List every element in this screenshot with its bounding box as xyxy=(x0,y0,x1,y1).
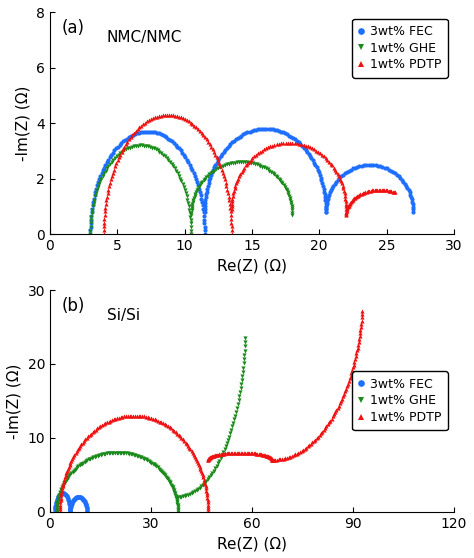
3wt% FEC xyxy=(410,209,416,215)
3wt% FEC xyxy=(57,491,63,498)
1wt% GHE xyxy=(290,211,295,218)
1wt% GHE xyxy=(128,451,134,458)
3wt% FEC xyxy=(262,126,267,132)
3wt% FEC xyxy=(84,508,90,515)
1wt% GHE xyxy=(137,142,143,149)
X-axis label: Re(Z) (Ω): Re(Z) (Ω) xyxy=(217,536,287,551)
1wt% GHE xyxy=(54,504,60,511)
1wt% GHE xyxy=(81,459,86,466)
3wt% FEC xyxy=(132,131,137,138)
3wt% FEC xyxy=(69,499,75,506)
1wt% PDTP xyxy=(372,187,377,194)
3wt% FEC xyxy=(96,176,102,182)
1wt% GHE xyxy=(123,146,129,153)
1wt% GHE xyxy=(54,508,60,515)
Line: 1wt% PDTP: 1wt% PDTP xyxy=(102,113,397,236)
1wt% GHE xyxy=(151,145,156,152)
X-axis label: Re(Z) (Ω): Re(Z) (Ω) xyxy=(217,258,287,273)
1wt% PDTP xyxy=(359,308,365,315)
3wt% FEC xyxy=(67,508,73,515)
1wt% GHE xyxy=(63,477,69,484)
3wt% FEC xyxy=(83,503,89,509)
1wt% PDTP xyxy=(231,449,237,456)
3wt% FEC xyxy=(200,202,205,209)
1wt% GHE xyxy=(241,356,247,363)
3wt% FEC xyxy=(202,230,208,237)
Text: (b): (b) xyxy=(62,297,85,315)
1wt% PDTP xyxy=(94,425,100,432)
3wt% FEC xyxy=(59,490,65,497)
Line: 3wt% FEC: 3wt% FEC xyxy=(88,127,416,236)
Y-axis label: -Im(Z) (Ω): -Im(Z) (Ω) xyxy=(16,85,31,161)
1wt% GHE xyxy=(192,191,198,198)
Line: 3wt% FEC: 3wt% FEC xyxy=(53,491,89,514)
1wt% PDTP xyxy=(344,208,349,215)
Line: 1wt% GHE: 1wt% GHE xyxy=(88,143,294,236)
1wt% PDTP xyxy=(345,203,351,210)
1wt% GHE xyxy=(189,230,194,237)
1wt% PDTP xyxy=(229,230,235,237)
3wt% FEC xyxy=(88,230,93,237)
3wt% FEC xyxy=(91,195,97,202)
1wt% PDTP xyxy=(343,198,348,205)
1wt% PDTP xyxy=(57,508,63,515)
Text: NMC/NMC: NMC/NMC xyxy=(107,30,182,45)
1wt% GHE xyxy=(211,167,217,174)
1wt% PDTP xyxy=(217,160,222,167)
1wt% PDTP xyxy=(150,115,155,122)
Line: 1wt% GHE: 1wt% GHE xyxy=(55,335,247,514)
1wt% PDTP xyxy=(101,230,107,237)
1wt% PDTP xyxy=(205,508,211,515)
Y-axis label: -Im(Z) (Ω): -Im(Z) (Ω) xyxy=(7,363,22,439)
1wt% GHE xyxy=(232,412,238,419)
Legend: 3wt% FEC, 1wt% GHE, 1wt% PDTP: 3wt% FEC, 1wt% GHE, 1wt% PDTP xyxy=(353,19,447,78)
1wt% GHE xyxy=(242,334,248,341)
1wt% GHE xyxy=(175,508,181,515)
Legend: 3wt% FEC, 1wt% GHE, 1wt% PDTP: 3wt% FEC, 1wt% GHE, 1wt% PDTP xyxy=(353,371,447,430)
Line: 1wt% PDTP: 1wt% PDTP xyxy=(58,309,365,514)
1wt% PDTP xyxy=(321,426,327,433)
1wt% PDTP xyxy=(318,430,324,437)
1wt% PDTP xyxy=(249,450,255,456)
1wt% PDTP xyxy=(392,189,398,196)
1wt% GHE xyxy=(88,230,93,237)
1wt% PDTP xyxy=(164,112,170,118)
3wt% FEC xyxy=(84,506,90,512)
3wt% FEC xyxy=(67,506,73,512)
3wt% FEC xyxy=(310,157,316,163)
Text: (a): (a) xyxy=(62,19,85,37)
3wt% FEC xyxy=(60,490,65,497)
3wt% FEC xyxy=(397,175,403,181)
Text: Si/Si: Si/Si xyxy=(107,308,140,323)
3wt% FEC xyxy=(52,508,58,515)
1wt% GHE xyxy=(263,165,269,172)
1wt% PDTP xyxy=(206,455,212,461)
1wt% GHE xyxy=(288,199,294,205)
